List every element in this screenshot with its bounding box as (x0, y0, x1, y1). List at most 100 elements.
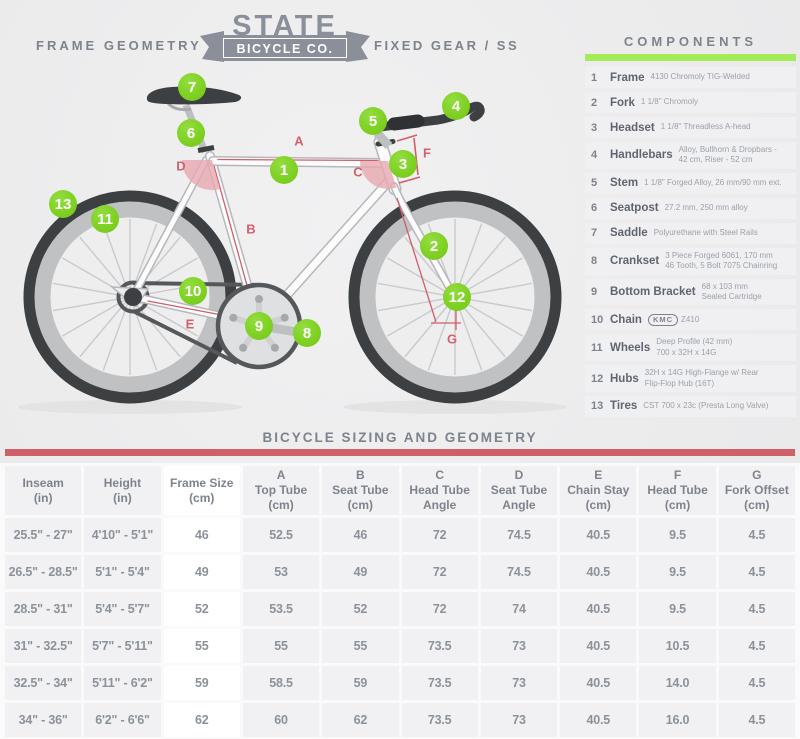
cell: 59 (163, 666, 240, 700)
cell: 26.5" - 28.5" (5, 555, 82, 589)
header-cell-top-tube: A Top Tube (cm) (242, 466, 320, 515)
cell: 62 (322, 703, 399, 737)
component-number: 2 (591, 96, 598, 109)
cell: 4.5 (718, 703, 795, 737)
cell: 73.5 (401, 703, 478, 737)
stem (373, 129, 393, 150)
cell: 4.5 (718, 666, 795, 700)
marker-12-hubs: 12 (443, 283, 471, 311)
component-row-headset: 3 Headset 1 1/8" Threadless A-head (585, 117, 796, 138)
cell: 4.5 (718, 592, 795, 626)
cell: 9.5 (639, 518, 716, 552)
component-value: 68 x 103 mm Sealed Cartridge (701, 281, 762, 301)
marker-8-crankset: 8 (293, 319, 321, 347)
logo-ribbon-right (346, 31, 370, 62)
header-cell-head-tube: F Head Tube (cm) (639, 466, 716, 515)
cell: 4.5 (718, 555, 795, 589)
marker-3-headset: 3 (389, 150, 417, 178)
components-green-bar (585, 54, 796, 61)
component-row-frame: 1 Frame 4130 Chromoly TIG-Welded (585, 67, 796, 88)
header-cell-seat-tube-angle: D Seat Tube Angle (480, 466, 558, 515)
marker-5-stem: 5 (359, 107, 387, 135)
seat-tube-angle-wedge (181, 160, 220, 191)
marker-4-handlebars: 4 (442, 92, 470, 120)
component-row-bottom-bracket: 9 Bottom Bracket 68 x 103 mm Sealed Cart… (585, 278, 796, 306)
title-fixed-gear: FIXED GEAR / SS (374, 38, 520, 53)
component-name: Stem (610, 177, 639, 190)
cell: 46 (163, 518, 240, 552)
component-name: Wheels (610, 341, 651, 354)
cell: 40.5 (560, 518, 637, 552)
cell: 5'7" - 5'11" (84, 629, 161, 663)
dim-label-b: B (246, 221, 256, 237)
components-title: COMPONENTS (623, 34, 758, 49)
front-wheel-shadow (343, 400, 567, 414)
cell: 4.5 (718, 518, 795, 552)
component-number: 5 (591, 177, 598, 190)
seat-clamp (197, 145, 215, 153)
cell: 72 (401, 518, 478, 552)
component-name: Hubs (610, 372, 639, 385)
component-row-saddle: 7 Saddle Polyurethane with Steel Rails (585, 222, 796, 244)
cell: 55 (322, 629, 399, 663)
components-panel: COMPONENTS 1 Frame 4130 Chromoly TIG-Wel… (585, 34, 796, 417)
cell: 55 (242, 629, 320, 663)
cell: 58.5 (242, 666, 320, 700)
component-name: Seatpost (610, 202, 659, 215)
cell: 74.5 (480, 555, 558, 589)
component-name: Bottom Bracket (610, 285, 696, 298)
logo-ribbon-left (200, 31, 224, 62)
component-value: CST 700 x 23c (Presta Long Valve) (643, 401, 769, 411)
component-value: 32H x 14G High-Flange w/ Rear Flip-Flop … (644, 368, 759, 388)
component-number: 7 (591, 227, 598, 240)
component-row-crankset: 8 Crankset 3 Piece Forged 6061, 170 mm 4… (585, 247, 796, 275)
marker-9-bottom-bracket: 9 (245, 312, 273, 340)
header-cell-seat-tube: B Seat Tube (cm) (322, 466, 399, 515)
marker-11-wheels: 11 (91, 205, 119, 233)
cell: 14.0 (639, 666, 716, 700)
cell: 5'4" - 5'7" (84, 592, 161, 626)
cell: 60 (242, 703, 320, 737)
cell: 49 (322, 555, 399, 589)
cell: 9.5 (639, 555, 716, 589)
logo-banner (220, 35, 350, 61)
component-number: 11 (591, 341, 603, 354)
cell: 25.5" - 27" (5, 518, 82, 552)
cell: 49 (163, 555, 240, 589)
component-number: 12 (591, 372, 604, 385)
rear-wheel-shadow (18, 400, 242, 414)
component-name: Frame (610, 71, 645, 84)
chain-model: Z410 (681, 314, 700, 324)
cell: 73 (480, 703, 558, 737)
component-value: 1 1/8" Forged Alloy, 26 mm/90 mm ext. (644, 178, 782, 188)
logo-word-bicycle-co: BICYCLE CO. (236, 42, 333, 56)
kmc-logo: KMC (647, 313, 679, 326)
component-value: KMC Z410 (647, 313, 790, 326)
cell: 52 (163, 592, 240, 626)
cell: 40.5 (560, 592, 637, 626)
header-cell-height: Height (in) (84, 466, 161, 515)
cell: 59 (322, 666, 399, 700)
component-number: 6 (591, 202, 598, 215)
dim-label-f: F (423, 145, 431, 161)
component-number: 13 (591, 400, 604, 413)
component-number: 8 (591, 255, 598, 268)
component-number: 4 (591, 149, 598, 162)
marker-10-chain: 10 (179, 277, 207, 305)
cell: 53 (242, 555, 320, 589)
dim-label-d: D (176, 158, 186, 174)
cell: 52.5 (242, 518, 320, 552)
cell: 10.5 (639, 629, 716, 663)
component-value: Polyurethane with Steel Rails (653, 228, 758, 238)
marker-13-tires: 13 (49, 190, 77, 218)
component-name: Crankset (610, 255, 660, 268)
component-number: 3 (591, 121, 598, 134)
header-cell-inseam: Inseam (in) (5, 466, 82, 515)
cell: 4.5 (718, 629, 795, 663)
component-row-seatpost: 6 Seatpost 27.2 mm, 250 mm alloy (585, 197, 796, 219)
component-name: Saddle (610, 227, 648, 240)
component-row-hubs: 12 Hubs 32H x 14G High-Flange w/ Rear Fl… (585, 365, 796, 392)
component-name: Headset (610, 121, 655, 134)
marker-7-saddle: 7 (178, 73, 206, 101)
